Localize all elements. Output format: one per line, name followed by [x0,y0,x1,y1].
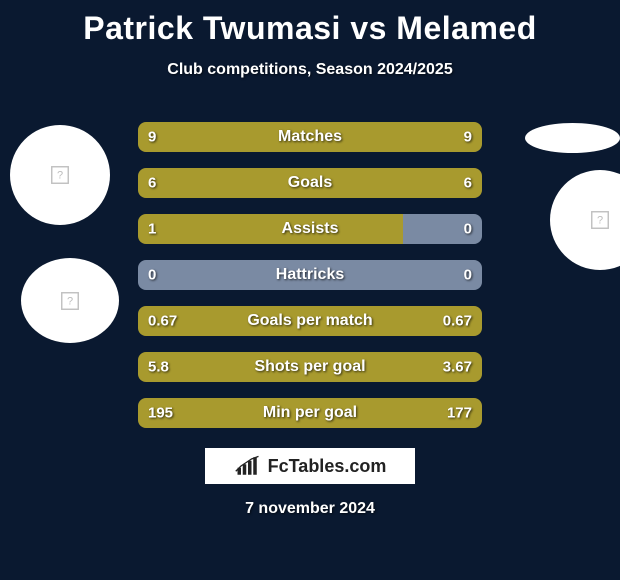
stat-value-left: 1 [148,221,156,238]
stat-row: Goals 6 6 [138,168,482,198]
stat-row: Hattricks 0 0 [138,260,482,290]
logo-text: FcTables.com [268,456,387,477]
placeholder-icon: ? [49,164,71,186]
bar-segment-left [138,214,403,244]
stat-row: Matches 9 9 [138,122,482,152]
stat-label: Hattricks [276,266,344,284]
stat-row: Min per goal 195 177 [138,398,482,428]
player-badge-right-oval [525,123,620,153]
player-badge-left: ? [10,125,110,225]
svg-text:?: ? [597,215,603,227]
svg-text:?: ? [57,170,63,182]
stat-row: Goals per match 0.67 0.67 [138,306,482,336]
stat-label: Goals per match [247,312,372,330]
stat-value-right: 0 [464,267,472,284]
stat-row: Assists 1 0 [138,214,482,244]
bar-segment-right [310,168,482,198]
stat-row: Shots per goal 5.8 3.67 [138,352,482,382]
stat-value-right: 177 [447,405,472,422]
placeholder-icon: ? [589,209,611,231]
chart-icon [234,455,262,477]
club-badge-right: ? [550,170,620,270]
comparison-bars: Matches 9 9 Goals 6 6 Assists 1 0 Hattricks 0 0 Goal… [138,122,482,444]
stat-value-left: 9 [148,129,156,146]
stat-value-left: 195 [148,405,173,422]
stat-value-right: 0.67 [443,313,472,330]
page-subtitle: Club competitions, Season 2024/2025 [0,61,620,79]
placeholder-icon: ? [59,290,81,312]
stat-label: Min per goal [263,404,357,422]
stat-value-right: 0 [464,221,472,238]
stat-value-right: 6 [464,175,472,192]
club-badge-left: ? [21,258,119,343]
stat-label: Matches [278,128,342,146]
page-title: Patrick Twumasi vs Melamed [0,0,620,47]
stat-value-right: 9 [464,129,472,146]
stat-label: Assists [282,220,339,238]
stat-value-left: 0 [148,267,156,284]
stat-value-left: 5.8 [148,359,169,376]
stat-label: Shots per goal [254,358,365,376]
stat-value-left: 0.67 [148,313,177,330]
bar-segment-left [138,168,310,198]
stat-value-right: 3.67 [443,359,472,376]
stat-label: Goals [288,174,332,192]
svg-text:?: ? [67,295,73,307]
date-label: 7 november 2024 [245,500,375,518]
stat-value-left: 6 [148,175,156,192]
fctables-logo: FcTables.com [205,448,415,484]
